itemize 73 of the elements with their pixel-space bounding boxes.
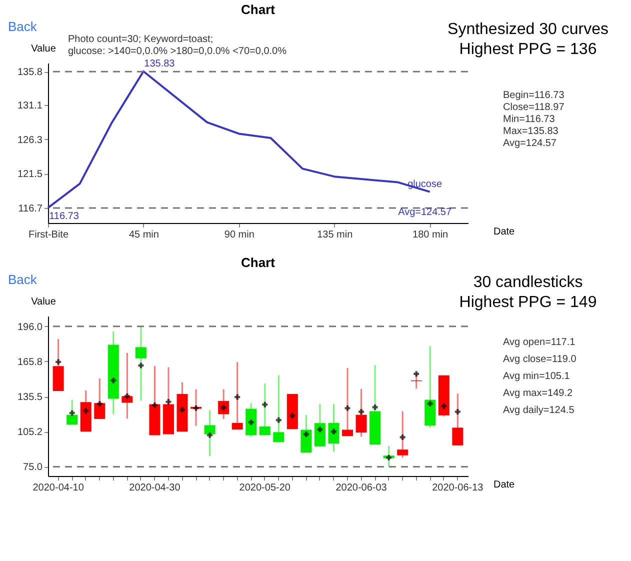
x-axis-title: Date: [494, 480, 516, 490]
point: [386, 454, 392, 460]
x-axis-title: Date: [494, 226, 516, 238]
point: [441, 403, 447, 409]
y-tick-label: 121.5: [17, 169, 43, 180]
point: [234, 394, 240, 400]
point: [262, 402, 268, 408]
y-tick-label: 75.0: [23, 462, 43, 474]
point: [303, 432, 309, 437]
annotation: Avg=124.57: [398, 206, 452, 218]
y-tick-label: 196.0: [17, 322, 43, 333]
text: Photo count=30; Keyword=toast;: [68, 34, 214, 45]
point: [248, 420, 254, 426]
text: Max=135.83: [503, 126, 559, 137]
y-tick-label: 165.8: [17, 356, 43, 368]
point: [454, 409, 460, 415]
y-axis-title: Value: [31, 296, 56, 308]
x-tick-label: First-Bite: [28, 230, 69, 240]
text: Back: [8, 272, 38, 287]
text: Avg close=119.0: [503, 354, 577, 365]
x-tick-label: 2020-06-03: [336, 482, 388, 494]
point: [110, 378, 116, 384]
x-tick-label: 90 min: [224, 230, 254, 240]
x-tick-label: 2020-04-10: [32, 482, 84, 494]
text: Highest PPG = 149: [459, 294, 597, 311]
text: Avg daily=124.5: [503, 405, 575, 416]
chart-title: Chart: [241, 255, 276, 270]
point: [414, 371, 420, 377]
point: [400, 434, 406, 440]
text: Min=116.73: [503, 114, 556, 125]
text: Begin=116.73: [503, 90, 565, 101]
point: [152, 402, 158, 408]
point: [358, 409, 364, 415]
point: [69, 410, 75, 416]
y-tick-label: 116.7: [18, 204, 43, 214]
text: Avg open=117.1: [503, 337, 576, 348]
data-label: 116.73: [49, 210, 80, 222]
text: Close=118.97: [503, 102, 565, 113]
text: Avg=124.57: [503, 138, 557, 149]
text: 30 candlesticks: [473, 274, 583, 291]
text: Avg min=105.1: [503, 371, 570, 382]
text: Synthesized 30 curves: [448, 21, 608, 38]
y-axis-title: Value: [31, 44, 56, 54]
data-label: 135.83: [144, 58, 176, 70]
point: [56, 359, 62, 365]
x-tick-label: 135 min: [317, 230, 353, 240]
point: [207, 432, 213, 438]
x-tick-label: 2020-05-20: [239, 482, 291, 494]
y-tick-label: 126.3: [17, 134, 43, 146]
point: [180, 406, 185, 412]
point: [83, 408, 89, 414]
point: [124, 393, 130, 399]
y-tick-label: 135.8: [17, 67, 43, 78]
point: [96, 401, 102, 407]
text: glucose: >140=0,0.0% >180=0,0.0% <70=0,0.0%: [68, 46, 287, 57]
point: [290, 412, 296, 418]
y-tick-label: 105.2: [17, 427, 43, 438]
x-tick-label: 2020-04-30: [129, 482, 181, 494]
point: [427, 400, 433, 406]
x-tick-label: 180 min: [412, 230, 448, 240]
text: Avg max=149.2: [503, 388, 574, 399]
point: [372, 404, 378, 410]
text: Highest PPG = 136: [459, 41, 597, 58]
chart-title: Chart: [241, 2, 276, 17]
x-tick-label: 45 min: [128, 230, 159, 240]
text: Back: [8, 19, 38, 34]
point: [276, 417, 282, 423]
y-tick-label: 135.5: [17, 392, 43, 404]
point: [344, 405, 350, 411]
point: [166, 399, 172, 405]
point: [193, 405, 199, 411]
x-tick-label: 2020-06-13: [432, 482, 484, 494]
y-tick-label: 131.1: [17, 100, 43, 112]
